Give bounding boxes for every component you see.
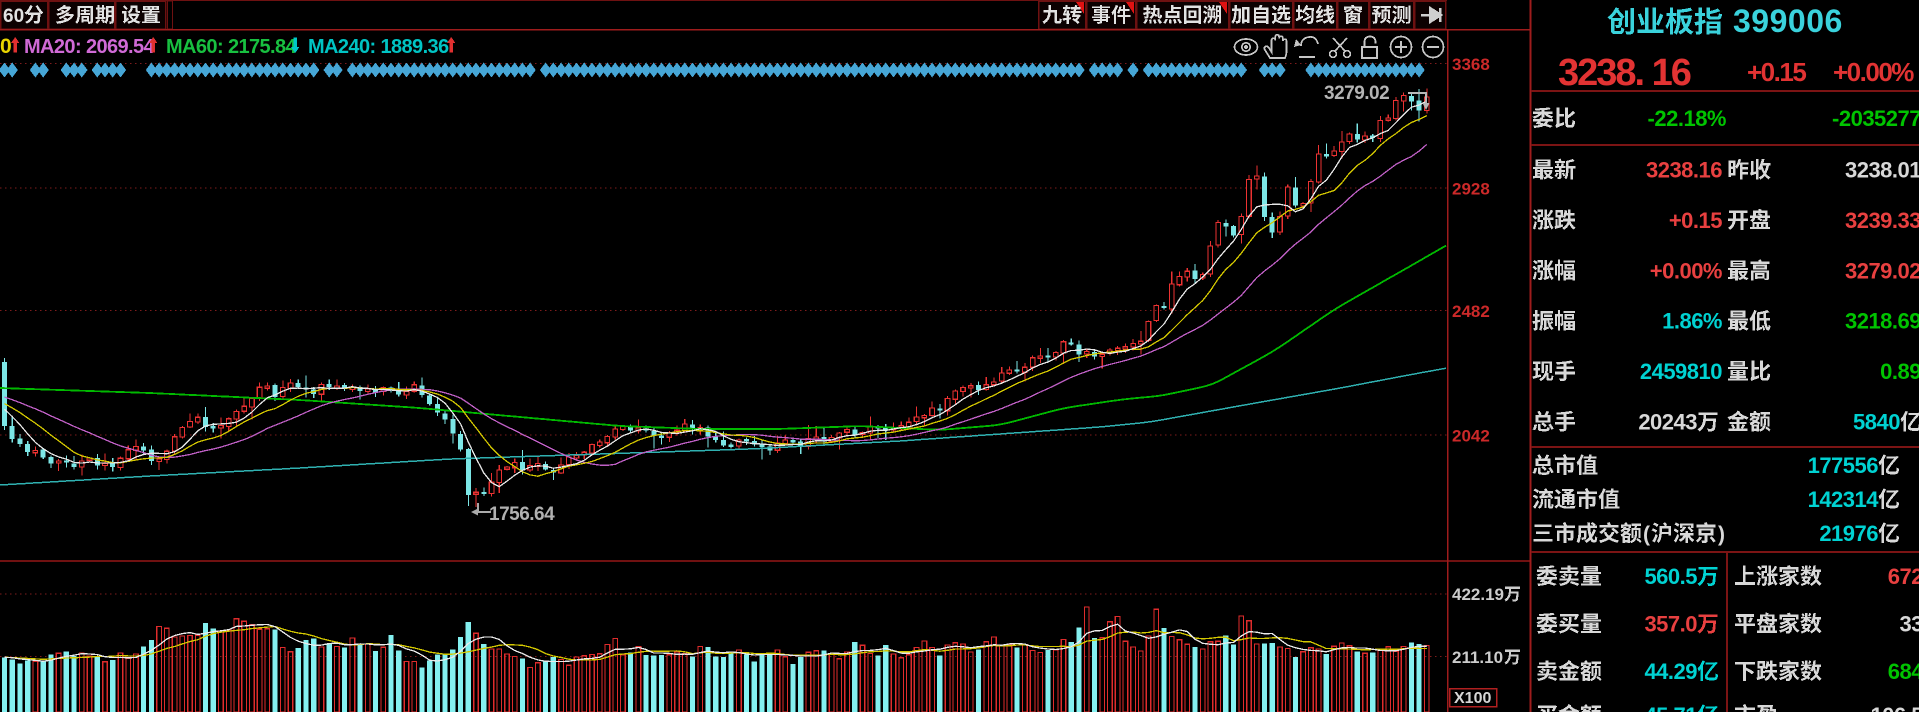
svg-text:0.89: 0.89: [1880, 359, 1919, 384]
svg-text:1756.64: 1756.64: [489, 504, 555, 525]
svg-text:3368: 3368: [1452, 55, 1490, 74]
svg-text:672: 672: [1888, 564, 1919, 589]
svg-text:MA60: 2175.84: MA60: 2175.84: [166, 36, 298, 58]
svg-text:44.29: 44.29: [1644, 659, 1697, 684]
svg-text:3238.01: 3238.01: [1845, 158, 1919, 183]
svg-text:142314: 142314: [1808, 487, 1880, 512]
svg-text:3238. 16: 3238. 16: [1558, 52, 1691, 94]
svg-text:5840: 5840: [1853, 410, 1900, 435]
svg-text:3279.02: 3279.02: [1845, 258, 1919, 283]
svg-text:+0.00%: +0.00%: [1833, 57, 1914, 87]
svg-text:-2035277: -2035277: [1832, 106, 1919, 131]
svg-text:MA240: 1889.36: MA240: 1889.36: [308, 36, 449, 58]
svg-text:211.10: 211.10: [1452, 648, 1503, 667]
svg-text:X100: X100: [1454, 690, 1491, 707]
svg-text:684: 684: [1888, 659, 1919, 684]
svg-text:357.0: 357.0: [1644, 612, 1697, 637]
svg-text:3218.69: 3218.69: [1845, 309, 1919, 334]
svg-text:21976: 21976: [1819, 521, 1878, 546]
svg-text:0: 0: [0, 35, 12, 58]
svg-text:+0.15: +0.15: [1747, 57, 1806, 87]
svg-text:3238.16: 3238.16: [1646, 158, 1722, 183]
svg-text:106.5: 106.5: [1870, 703, 1919, 712]
svg-text:3279.02: 3279.02: [1324, 83, 1389, 104]
svg-text:(: (: [1643, 523, 1650, 546]
svg-text:+0.00%: +0.00%: [1650, 258, 1722, 283]
svg-text:2042: 2042: [1452, 427, 1490, 446]
svg-text:33: 33: [1900, 612, 1919, 637]
svg-text:45.71: 45.71: [1644, 703, 1697, 712]
svg-text:177556: 177556: [1808, 453, 1879, 478]
svg-text:): ): [1718, 523, 1725, 546]
svg-text:560.5: 560.5: [1644, 564, 1697, 589]
svg-text:2482: 2482: [1452, 302, 1490, 321]
svg-text:20243: 20243: [1638, 410, 1697, 435]
svg-text:-22.18%: -22.18%: [1648, 106, 1726, 131]
svg-text:399006: 399006: [1733, 3, 1843, 39]
svg-text:422.19: 422.19: [1452, 585, 1504, 604]
svg-text:+0.15: +0.15: [1669, 208, 1722, 233]
svg-text:1.86%: 1.86%: [1662, 309, 1722, 334]
svg-text:60: 60: [3, 6, 24, 27]
svg-text:2928: 2928: [1452, 180, 1490, 199]
svg-text:MA20: 2069.54: MA20: 2069.54: [24, 36, 156, 58]
svg-text:3239.33: 3239.33: [1845, 208, 1919, 233]
svg-text:2459810: 2459810: [1640, 359, 1722, 384]
